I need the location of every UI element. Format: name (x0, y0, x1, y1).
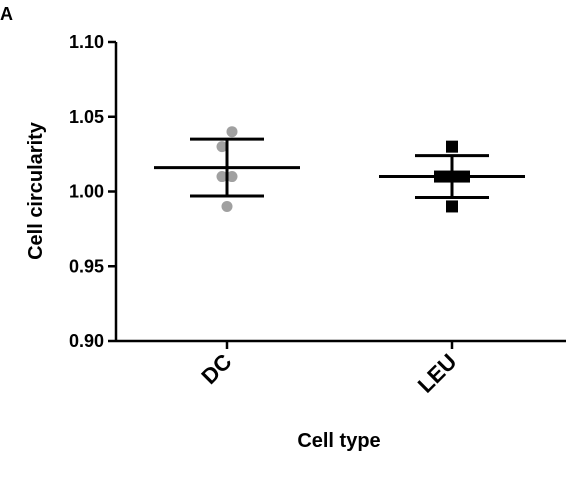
x-tick-label: DC (196, 349, 236, 389)
y-tick-label: 1.05 (69, 107, 104, 127)
y-tick-label: 1.10 (69, 32, 104, 52)
panel-label: A (0, 4, 13, 24)
y-tick-label: 1.00 (69, 182, 104, 202)
y-tick-label: 0.90 (69, 331, 104, 351)
y-tick-label: 0.95 (69, 256, 104, 276)
data-point (216, 141, 228, 153)
data-point (226, 171, 238, 183)
data-point (446, 200, 458, 213)
data-marks (154, 126, 525, 213)
data-point (446, 140, 458, 153)
data-point (216, 171, 228, 183)
series-leu (379, 140, 525, 213)
series-dc (154, 126, 300, 212)
x-axis: DC LEU (116, 339, 566, 398)
data-point (226, 126, 238, 138)
y-axis: 0.90 0.95 1.00 1.05 1.10 (69, 32, 118, 351)
x-axis-label: Cell type (297, 430, 380, 452)
x-tick-label: LEU (413, 349, 462, 398)
data-point (221, 200, 233, 212)
y-axis-label: Cell circularity (25, 121, 47, 260)
